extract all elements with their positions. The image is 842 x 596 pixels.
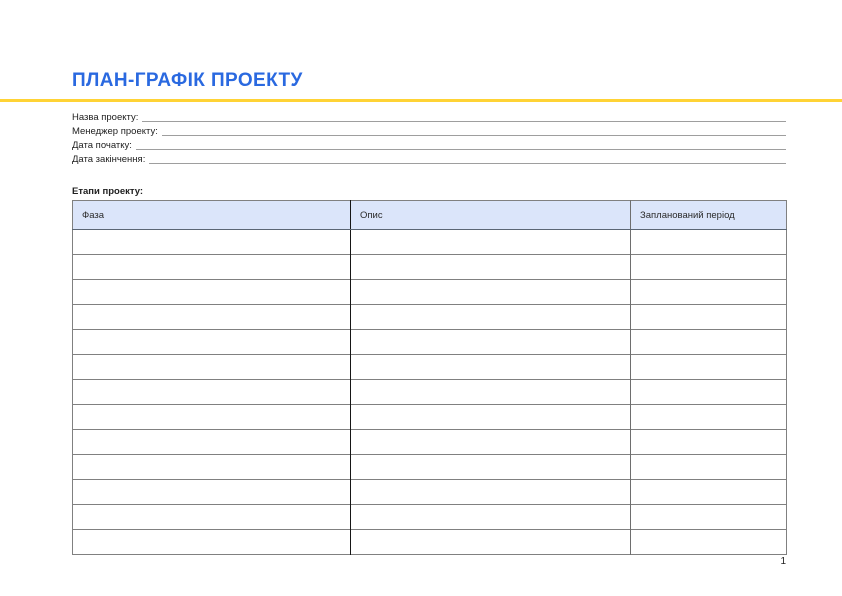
page-title: ПЛАН-ГРАФІК ПРОЕКТУ [72, 70, 303, 91]
phases-table: Фаза Опис Запланований період [72, 200, 787, 555]
table-section-label: Етапи проекту: [72, 186, 144, 197]
table-cell[interactable] [630, 254, 787, 280]
field-label: Назва проекту: [72, 112, 139, 123]
form-field-row: Менеджер проекту: [72, 124, 786, 138]
table-row [72, 329, 787, 355]
table-cell[interactable] [72, 529, 351, 555]
table-cell[interactable] [630, 479, 787, 505]
field-label: Менеджер проекту: [72, 126, 158, 137]
field-label: Дата закінчення: [72, 154, 146, 165]
form-field-row: Назва проекту: [72, 110, 786, 124]
table-cell[interactable] [350, 479, 631, 505]
table-cell[interactable] [350, 529, 631, 555]
table-cell[interactable] [630, 304, 787, 330]
page-number: 1 [780, 556, 786, 567]
table-cell[interactable] [630, 429, 787, 455]
table-cell[interactable] [72, 254, 351, 280]
table-cell[interactable] [630, 504, 787, 530]
table-row [72, 454, 787, 480]
table-cell[interactable] [630, 529, 787, 555]
table-cell[interactable] [72, 229, 351, 255]
table-cell[interactable] [630, 404, 787, 430]
table-cell[interactable] [350, 379, 631, 405]
table-cell[interactable] [630, 229, 787, 255]
table-cell[interactable] [72, 379, 351, 405]
table-cell[interactable] [630, 354, 787, 380]
table-cell[interactable] [630, 379, 787, 405]
field-label: Дата початку: [72, 140, 132, 151]
field-input-line[interactable] [149, 162, 786, 164]
table-cell[interactable] [350, 304, 631, 330]
title-divider-line [0, 99, 842, 102]
table-cell[interactable] [350, 229, 631, 255]
table-cell[interactable] [350, 454, 631, 480]
table-row [72, 529, 787, 555]
table-row [72, 254, 787, 280]
table-row [72, 504, 787, 530]
table-cell[interactable] [72, 429, 351, 455]
form-field-row: Дата початку: [72, 138, 786, 152]
table-cell[interactable] [72, 454, 351, 480]
column-header: Опис [350, 200, 631, 230]
table-cell[interactable] [630, 454, 787, 480]
table-cell[interactable] [72, 479, 351, 505]
table-body [72, 229, 787, 555]
field-input-line[interactable] [135, 148, 786, 150]
table-cell[interactable] [350, 404, 631, 430]
table-cell[interactable] [350, 279, 631, 305]
table-row [72, 354, 787, 380]
table-cell[interactable] [72, 304, 351, 330]
table-cell[interactable] [72, 354, 351, 380]
table-row [72, 279, 787, 305]
table-cell[interactable] [72, 329, 351, 355]
table-cell[interactable] [350, 254, 631, 280]
table-row [72, 379, 787, 405]
table-cell[interactable] [350, 354, 631, 380]
table-row [72, 479, 787, 505]
table-cell[interactable] [72, 504, 351, 530]
table-cell[interactable] [350, 329, 631, 355]
table-cell[interactable] [350, 429, 631, 455]
field-input-line[interactable] [142, 120, 786, 122]
table-cell[interactable] [72, 279, 351, 305]
table-cell[interactable] [350, 504, 631, 530]
table-cell[interactable] [630, 329, 787, 355]
field-input-line[interactable] [161, 134, 786, 136]
column-header: Запланований період [630, 200, 787, 230]
table-row [72, 304, 787, 330]
column-header: Фаза [72, 200, 351, 230]
table-row [72, 429, 787, 455]
table-row [72, 404, 787, 430]
project-info-form: Назва проекту: Менеджер проекту: Дата по… [72, 110, 786, 166]
table-cell[interactable] [630, 279, 787, 305]
form-field-row: Дата закінчення: [72, 152, 786, 166]
table-cell[interactable] [72, 404, 351, 430]
table-header-row: Фаза Опис Запланований період [72, 200, 787, 230]
table-row [72, 229, 787, 255]
